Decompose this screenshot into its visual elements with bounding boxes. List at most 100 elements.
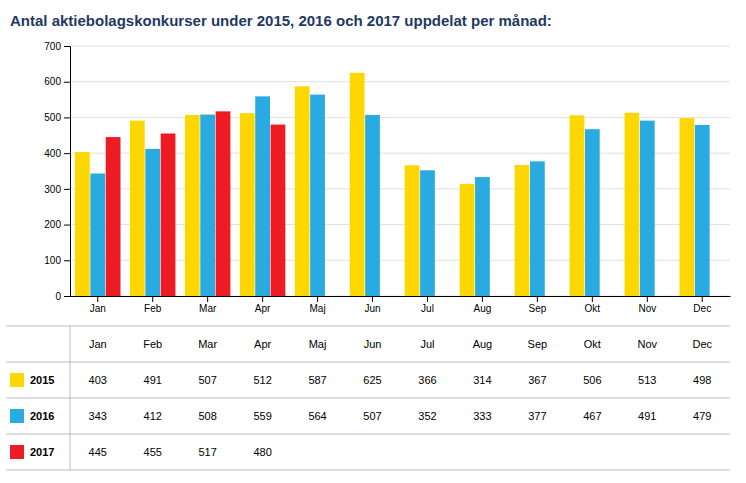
data-label: 479 <box>693 410 711 422</box>
x-axis-line <box>71 296 731 297</box>
y-tick-label: 200 <box>44 219 61 230</box>
table-header: Maj <box>309 338 327 350</box>
y-tick-mark <box>64 117 70 118</box>
x-tick: Nov <box>638 296 656 314</box>
data-label: 625 <box>363 374 381 386</box>
chart: Antal aktiebolagskonkurser under 2015, 2… <box>0 0 746 483</box>
bar <box>585 129 600 296</box>
x-tick-mark <box>647 296 648 302</box>
bar <box>365 115 380 296</box>
bar <box>680 118 695 296</box>
bar <box>310 95 325 296</box>
x-tick: Okt <box>585 296 601 314</box>
data-label: 445 <box>89 446 107 458</box>
x-tick: Apr <box>255 296 271 314</box>
y-tick-mark <box>64 46 70 47</box>
x-tick: Dec <box>693 296 711 314</box>
y-tick-label: 100 <box>44 255 61 266</box>
grid-line <box>70 81 730 82</box>
data-label: 559 <box>253 410 271 422</box>
x-tick: Aug <box>474 296 492 314</box>
bar <box>75 152 90 296</box>
data-label: 508 <box>198 410 216 422</box>
y-axis: 0100200300400500600700 <box>44 41 70 302</box>
x-tick-mark <box>537 296 538 302</box>
y-tick-mark <box>64 82 70 83</box>
x-tick-mark <box>207 296 208 302</box>
x-tick-mark <box>592 296 593 302</box>
table-line <box>70 326 71 470</box>
data-label: 314 <box>473 374 491 386</box>
x-tick-label: Apr <box>255 303 271 314</box>
x-tick-mark <box>317 296 318 302</box>
data-label: 491 <box>638 410 656 422</box>
x-axis: JanFebMarAprMajJunJulAugSepOktNovDec <box>71 296 731 314</box>
x-tick: Maj <box>310 296 326 314</box>
data-label: 343 <box>89 410 107 422</box>
y-tick-mark <box>64 153 70 154</box>
x-tick: Feb <box>144 296 162 314</box>
x-tick-label: Jan <box>90 303 106 314</box>
bar <box>625 113 640 296</box>
bar <box>405 165 420 296</box>
y-tick-mark <box>64 296 70 297</box>
bar <box>200 115 215 296</box>
bar <box>130 121 145 296</box>
x-tick: Jul <box>421 296 434 314</box>
y-tick-label: 300 <box>44 184 61 195</box>
legend-label: 2016 <box>30 410 54 422</box>
bar <box>515 165 530 296</box>
x-tick-label: Okt <box>585 303 601 314</box>
table-header: Dec <box>692 338 712 350</box>
table-header: Apr <box>254 338 271 350</box>
data-label: 587 <box>308 374 326 386</box>
y-tick-label: 600 <box>44 76 61 87</box>
table-line <box>6 362 730 363</box>
x-tick-mark <box>702 296 703 302</box>
data-label: 377 <box>528 410 546 422</box>
data-label: 507 <box>198 374 216 386</box>
table-header: Jan <box>89 338 107 350</box>
x-tick: Jun <box>364 296 380 314</box>
y-tick-label: 700 <box>44 41 61 52</box>
grid-line <box>70 46 730 47</box>
x-tick-label: Maj <box>310 303 326 314</box>
data-label: 491 <box>144 374 162 386</box>
table-line <box>6 470 730 471</box>
y-tick-label: 400 <box>44 148 61 159</box>
x-tick-label: Feb <box>144 303 162 314</box>
bar <box>185 115 200 296</box>
data-label: 412 <box>144 410 162 422</box>
bar <box>420 170 435 296</box>
bar <box>255 96 270 296</box>
data-table: JanFebMarAprMajJunJulAugSepOktNovDec2015… <box>6 326 730 470</box>
data-label: 507 <box>363 410 381 422</box>
data-label: 564 <box>308 410 326 422</box>
bar <box>216 111 231 296</box>
bar <box>90 174 105 297</box>
y-tick: 200 <box>44 219 70 230</box>
bar <box>570 115 585 296</box>
data-label: 352 <box>418 410 436 422</box>
bar <box>530 161 545 296</box>
title: Antal aktiebolagskonkurser under 2015, 2… <box>10 12 552 29</box>
x-tick-label: Sep <box>528 303 546 314</box>
data-label: 512 <box>253 374 271 386</box>
table-header: Jun <box>364 338 382 350</box>
bar <box>695 125 710 296</box>
bar <box>106 137 121 296</box>
y-tick: 100 <box>44 255 70 266</box>
table-header: Jul <box>420 338 434 350</box>
data-label: 366 <box>418 374 436 386</box>
x-tick-mark <box>262 296 263 302</box>
table-header: Nov <box>638 338 658 350</box>
x-tick-mark <box>372 296 373 302</box>
y-axis-line <box>64 47 71 297</box>
x-tick-label: Nov <box>638 303 656 314</box>
y-tick-label: 0 <box>55 291 61 302</box>
table-header: Okt <box>584 338 601 350</box>
bar <box>460 184 475 296</box>
y-tick: 600 <box>44 76 70 87</box>
bars <box>75 73 710 296</box>
x-tick-label: Dec <box>693 303 711 314</box>
